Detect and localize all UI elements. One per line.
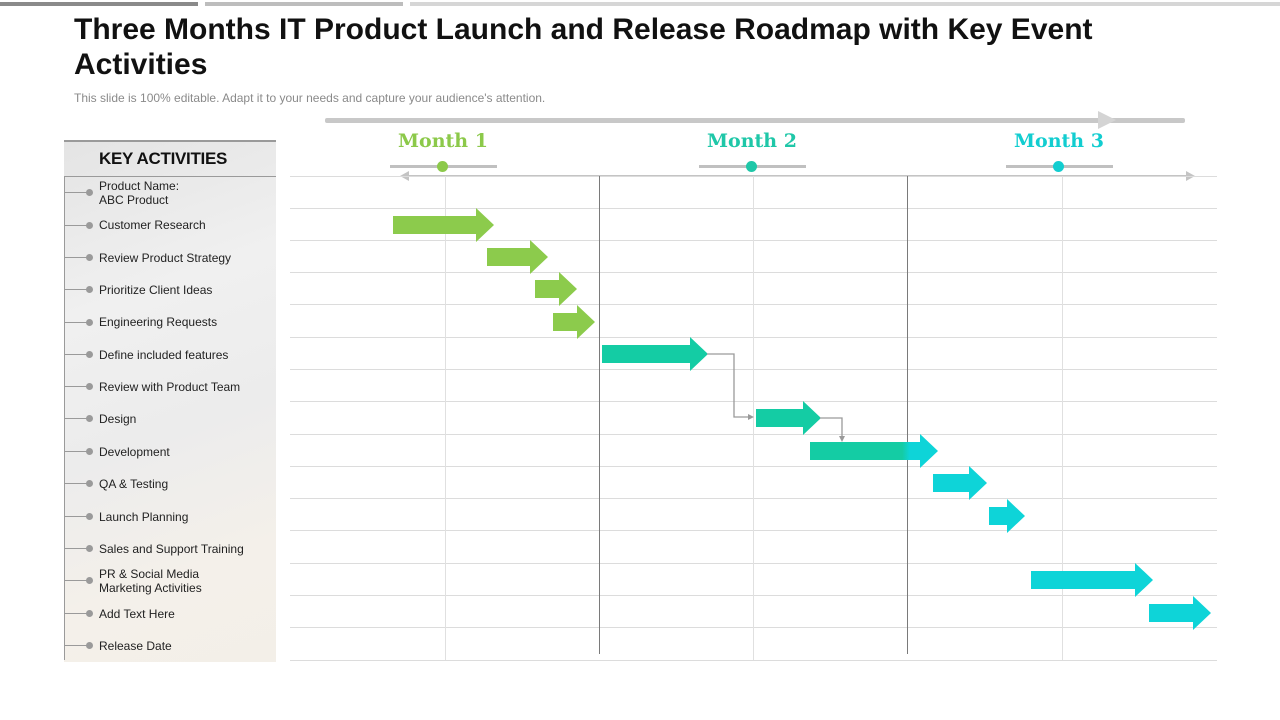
gantt-arrow-bar xyxy=(756,401,821,435)
month-divider xyxy=(599,176,600,654)
activities-header: KEY ACTIVITIES xyxy=(99,149,228,168)
top-decor-bar-3 xyxy=(410,2,1280,6)
dependency-connector xyxy=(707,353,748,418)
top-decor-bar-2 xyxy=(205,2,403,6)
grid-col-line xyxy=(753,176,754,660)
activity-label: Product Name: ABC Product xyxy=(99,179,180,207)
activities-panel xyxy=(64,140,276,662)
gantt-arrow-bar xyxy=(989,499,1025,533)
activity-tick xyxy=(64,192,90,193)
gantt-arrow-bar xyxy=(1031,563,1153,597)
activity-label: Add Text Here xyxy=(99,607,175,621)
activity-label: QA & Testing xyxy=(99,477,169,491)
activity-tick xyxy=(64,483,90,484)
activity-label: Prioritize Client Ideas xyxy=(99,283,213,297)
activity-bullet-icon xyxy=(86,577,93,584)
activity-bullet-icon xyxy=(86,383,93,390)
header-divider xyxy=(64,176,276,177)
gantt-arrow-bar xyxy=(393,208,494,242)
activity-label: Launch Planning xyxy=(99,510,189,524)
activity-bullet-icon xyxy=(86,189,93,196)
month-1-dot xyxy=(437,161,448,172)
month-2-label: Month 2 xyxy=(707,130,797,152)
month-3-label: Month 3 xyxy=(1014,130,1104,152)
activity-tick xyxy=(64,516,90,517)
month-divider xyxy=(907,176,908,654)
timeline-top-arrow-head xyxy=(1098,111,1116,129)
activity-bullet-icon xyxy=(86,319,93,326)
activity-label: Development xyxy=(99,445,170,459)
activity-bullet-icon xyxy=(86,545,93,552)
activity-label: Customer Research xyxy=(99,218,206,232)
month-1-label: Month 1 xyxy=(398,130,488,152)
activity-bullet-icon xyxy=(86,610,93,617)
activity-tick xyxy=(64,225,90,226)
gantt-arrow-bar xyxy=(1149,596,1211,630)
gantt-arrow-bar xyxy=(810,434,938,468)
activity-tick xyxy=(64,548,90,549)
gantt-arrow-bar xyxy=(553,305,595,339)
activity-bullet-icon xyxy=(86,222,93,229)
grid-row-line xyxy=(290,660,1217,661)
dependency-arrowhead xyxy=(839,436,845,442)
activity-label: PR & Social Media Marketing Activities xyxy=(99,567,202,595)
activity-bullet-icon xyxy=(86,415,93,422)
activity-tick xyxy=(64,451,90,452)
month-2-dot xyxy=(746,161,757,172)
activity-label: Review with Product Team xyxy=(99,380,241,394)
grid-col-line xyxy=(1062,176,1063,660)
activity-tick xyxy=(64,289,90,290)
activity-tick xyxy=(64,580,90,581)
activity-tick xyxy=(64,354,90,355)
activity-tick xyxy=(64,257,90,258)
month-3-dot xyxy=(1053,161,1064,172)
activity-bullet-icon xyxy=(86,351,93,358)
activity-tick xyxy=(64,418,90,419)
activity-bullet-icon xyxy=(86,480,93,487)
activity-bullet-icon xyxy=(86,254,93,261)
gantt-arrow-bar xyxy=(602,337,708,371)
grid-col-line xyxy=(445,176,446,660)
activity-tick xyxy=(64,386,90,387)
activity-bullet-icon xyxy=(86,448,93,455)
activity-tick xyxy=(64,645,90,646)
activity-bullet-icon xyxy=(86,642,93,649)
gantt-arrow-bar xyxy=(933,466,987,500)
activity-tick xyxy=(64,322,90,323)
slide-subtitle: This slide is 100% editable. Adapt it to… xyxy=(74,91,546,105)
activity-label: Release Date xyxy=(99,639,172,653)
gantt-arrow-bar xyxy=(535,272,577,306)
slide-title: Three Months IT Product Launch and Relea… xyxy=(74,13,1093,81)
activity-label: Design xyxy=(99,412,137,426)
activity-bullet-icon xyxy=(86,513,93,520)
gantt-arrow-bar xyxy=(487,240,548,274)
top-decor-bar-1 xyxy=(0,2,198,6)
timeline-top-arrow xyxy=(325,118,1185,123)
dependency-arrowhead xyxy=(748,414,754,420)
activity-bullet-icon xyxy=(86,286,93,293)
activity-label: Engineering Requests xyxy=(99,315,218,329)
dependency-connector xyxy=(820,417,843,436)
activity-tick xyxy=(64,613,90,614)
activity-label: Define included features xyxy=(99,348,229,362)
activity-label: Sales and Support Training xyxy=(99,542,244,556)
activity-label: Review Product Strategy xyxy=(99,251,232,265)
